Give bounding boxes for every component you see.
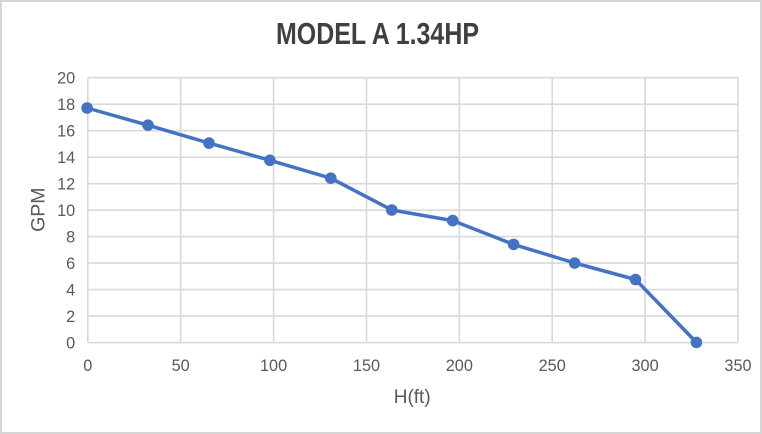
svg-text:100: 100 xyxy=(260,357,287,375)
svg-text:MODEL A 1.34HP: MODEL A 1.34HP xyxy=(276,17,479,51)
svg-text:250: 250 xyxy=(539,357,566,375)
svg-text:0: 0 xyxy=(83,357,92,375)
svg-text:14: 14 xyxy=(57,149,75,167)
svg-text:50: 50 xyxy=(172,357,190,375)
svg-text:150: 150 xyxy=(353,357,380,375)
svg-text:200: 200 xyxy=(446,357,473,375)
svg-text:0: 0 xyxy=(66,334,75,352)
svg-text:12: 12 xyxy=(57,176,75,194)
svg-text:300: 300 xyxy=(632,357,659,375)
svg-text:6: 6 xyxy=(66,255,75,273)
svg-text:4: 4 xyxy=(66,281,75,299)
svg-text:8: 8 xyxy=(66,228,75,246)
svg-text:10: 10 xyxy=(57,202,75,220)
svg-text:H(ft): H(ft) xyxy=(394,387,431,408)
svg-text:GPM: GPM xyxy=(27,187,49,231)
svg-text:20: 20 xyxy=(57,70,75,88)
svg-text:350: 350 xyxy=(724,357,751,375)
svg-text:18: 18 xyxy=(57,96,75,114)
svg-text:2: 2 xyxy=(66,308,75,326)
svg-text:16: 16 xyxy=(57,123,75,141)
